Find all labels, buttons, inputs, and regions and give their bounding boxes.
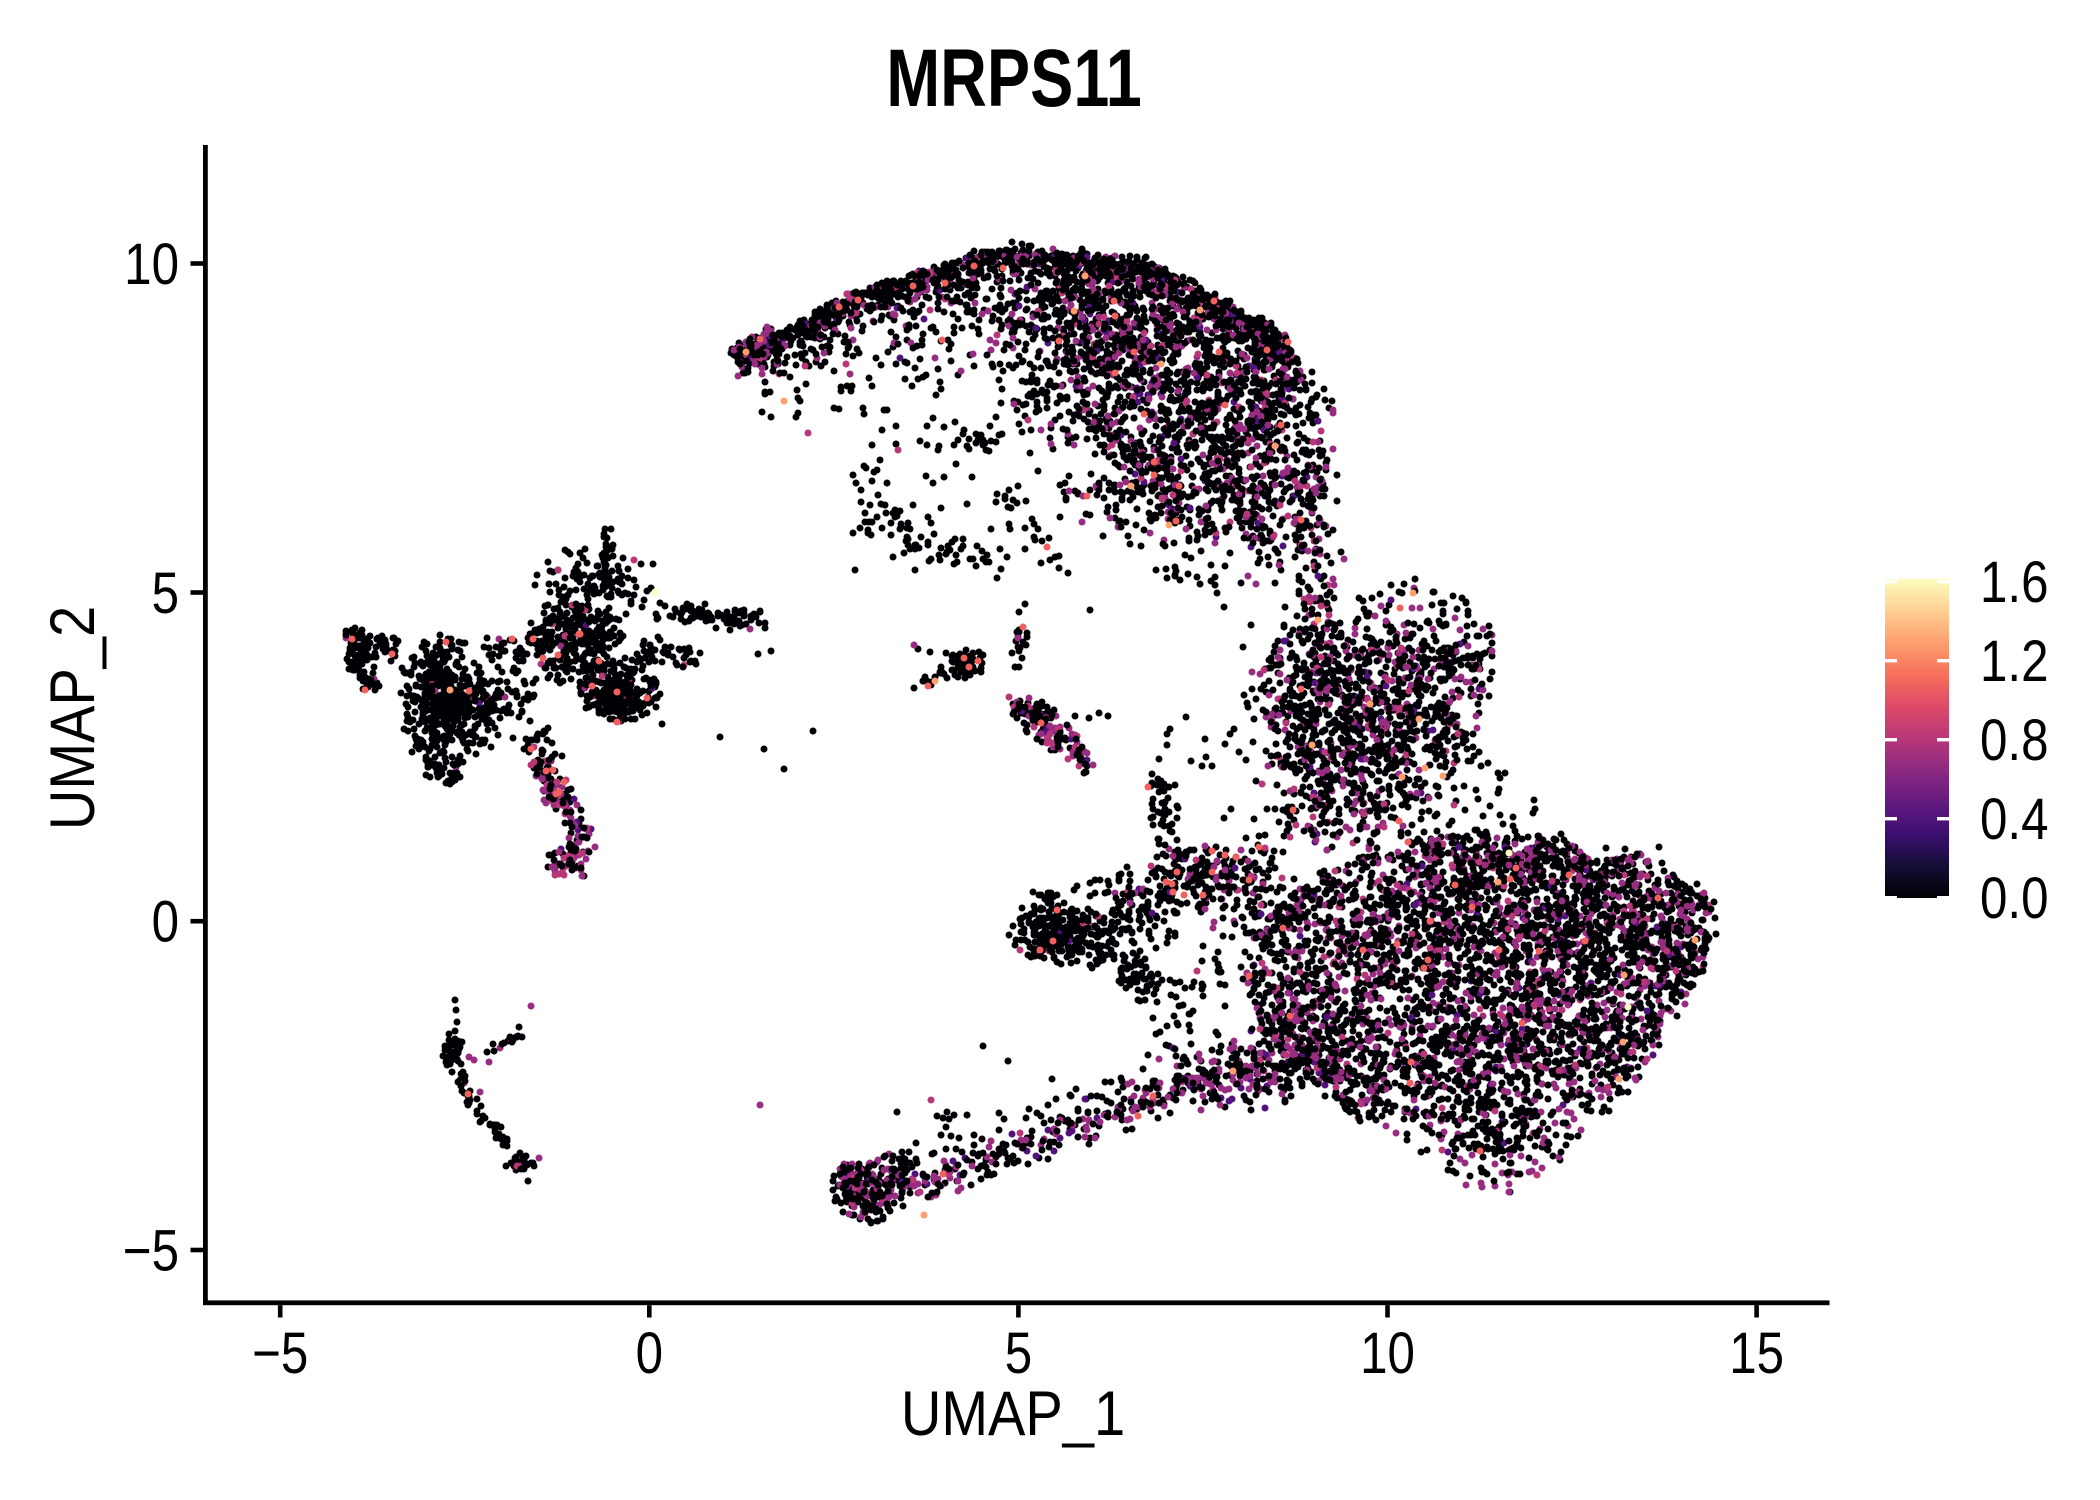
svg-text:UMAP_2: UMAP_2: [37, 606, 108, 830]
svg-text:−5: −5: [252, 1321, 308, 1386]
svg-text:1.2: 1.2: [1980, 629, 2049, 694]
svg-text:15: 15: [1729, 1321, 1784, 1386]
svg-text:1.6: 1.6: [1980, 550, 2049, 615]
svg-text:0: 0: [152, 890, 179, 955]
svg-text:MRPS11: MRPS11: [886, 32, 1142, 124]
svg-text:0.4: 0.4: [1980, 787, 2049, 852]
svg-text:0.8: 0.8: [1980, 708, 2049, 773]
svg-text:−5: −5: [123, 1219, 179, 1284]
svg-text:0: 0: [636, 1321, 663, 1386]
svg-text:0.0: 0.0: [1980, 866, 2049, 931]
svg-text:UMAP_1: UMAP_1: [901, 1378, 1125, 1449]
svg-text:10: 10: [1360, 1321, 1415, 1386]
svg-text:5: 5: [152, 561, 179, 626]
svg-text:10: 10: [124, 232, 179, 297]
svg-text:5: 5: [1005, 1321, 1032, 1386]
